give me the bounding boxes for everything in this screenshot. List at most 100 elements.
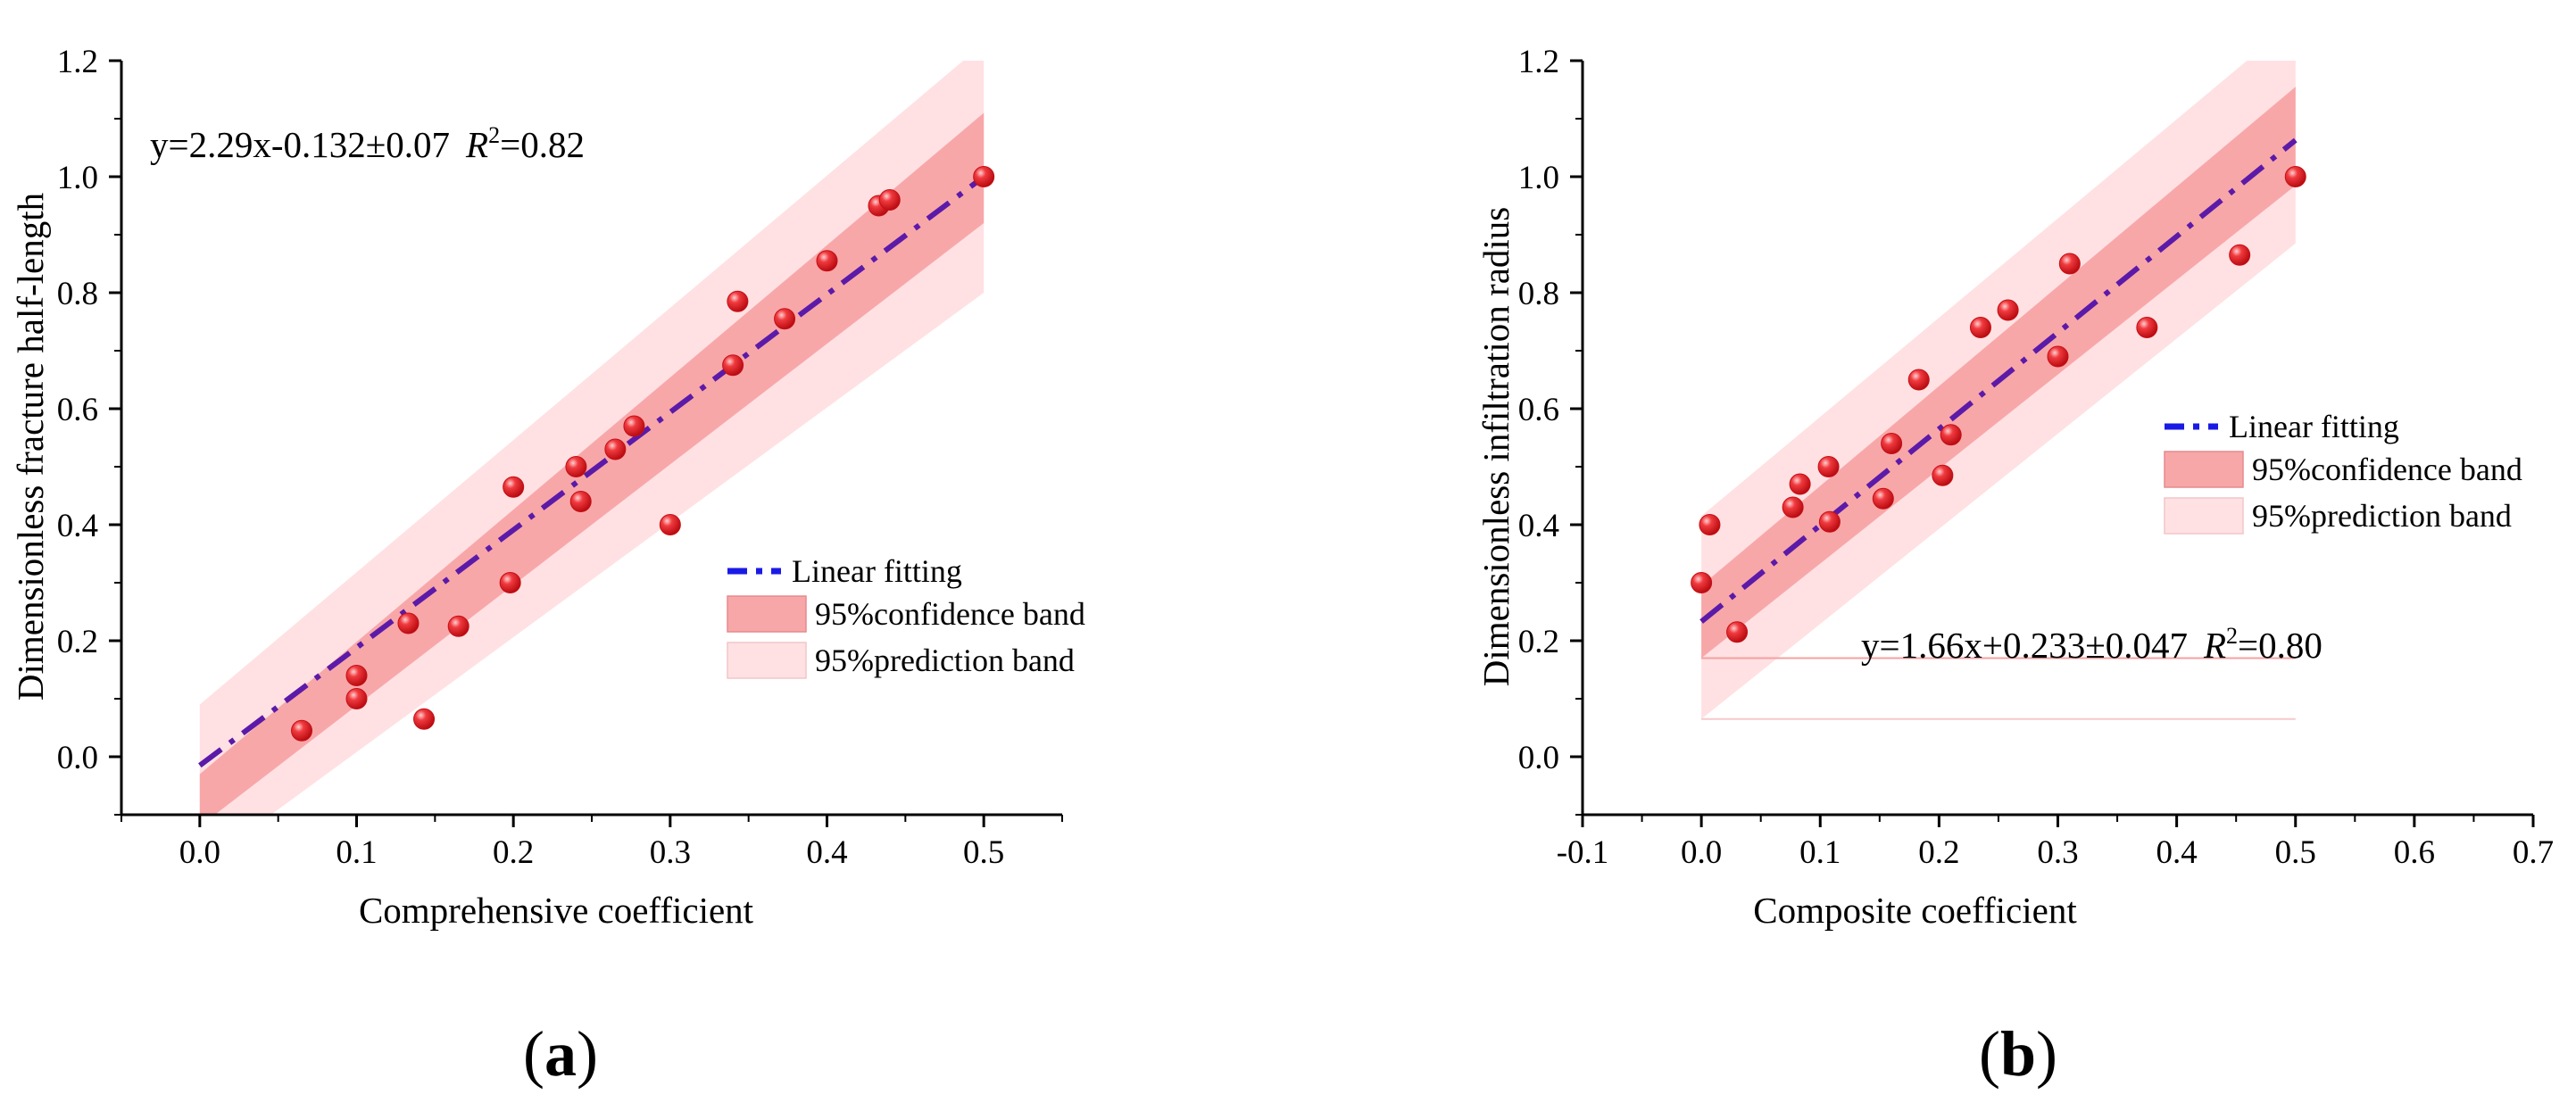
legend: Linear fitting 95%confidence band 95%predi… bbox=[2164, 409, 2522, 535]
fit-equation: y=2.29x-0.132±0.07 R2=0.82 bbox=[150, 122, 585, 165]
data-point bbox=[659, 514, 681, 535]
chart-panel-a: 0.0 0.1 0.2 0.3 0.4 0.5 0.0 0.2 0.4 0.6 0.8 1.0 1.2 C… bbox=[10, 44, 1085, 1090]
data-point bbox=[1817, 456, 1840, 477]
data-point bbox=[413, 708, 436, 730]
plot-area bbox=[198, 61, 985, 815]
panel-paren-close: ) bbox=[2036, 1018, 2057, 1090]
r-squared-power: 2 bbox=[488, 122, 500, 148]
confidence-band bbox=[199, 112, 985, 815]
x-tick-label: 0.2 bbox=[1918, 834, 1959, 871]
data-point bbox=[722, 354, 744, 377]
data-point bbox=[345, 688, 368, 709]
y-tick-label: 1.2 bbox=[1518, 44, 1559, 80]
y-tick-label: 0.0 bbox=[1518, 740, 1559, 776]
x-tick-label: 0.1 bbox=[336, 834, 377, 871]
data-point bbox=[816, 250, 838, 272]
plot-area bbox=[1699, 61, 2298, 720]
fit-line bbox=[1699, 137, 2298, 624]
x-tick-label: 0.1 bbox=[1799, 834, 1841, 871]
y-tick-label: 0.2 bbox=[57, 624, 98, 660]
data-point bbox=[1940, 424, 1962, 446]
panel-letter: a bbox=[544, 1018, 577, 1090]
data-point bbox=[565, 456, 587, 477]
y-tick-label: 0.0 bbox=[57, 740, 98, 776]
panel-paren-close: ) bbox=[577, 1018, 598, 1090]
legend-prediction-swatch bbox=[2164, 497, 2244, 535]
data-point bbox=[447, 615, 469, 637]
legend-confidence-swatch bbox=[2164, 451, 2244, 488]
panel-label: (a) bbox=[523, 1018, 598, 1090]
x-tick-label: 0.3 bbox=[2037, 834, 2078, 871]
x-tick-label: 0.3 bbox=[650, 834, 691, 871]
data-point bbox=[1789, 473, 1811, 495]
y-tick-label: 0.2 bbox=[1518, 624, 1559, 660]
y-tick-label: 1.0 bbox=[1518, 160, 1559, 196]
r-squared-value: =0.80 bbox=[2238, 625, 2323, 666]
data-point bbox=[623, 415, 645, 437]
panel-paren-open: ( bbox=[1979, 1018, 2000, 1090]
data-point bbox=[2229, 244, 2251, 266]
data-point bbox=[2284, 166, 2306, 187]
data-point bbox=[1699, 514, 1721, 535]
data-point bbox=[1881, 433, 1903, 454]
data-point bbox=[2058, 253, 2081, 275]
data-point bbox=[291, 719, 313, 742]
x-tick-label: 0.5 bbox=[2275, 834, 2316, 871]
x-tick-label: 0.6 bbox=[2394, 834, 2435, 871]
fit-equation: y=1.66x+0.233±0.047 R2=0.80 bbox=[1861, 623, 2323, 666]
data-point bbox=[2136, 317, 2158, 338]
confidence-band bbox=[1701, 87, 2296, 659]
data-point bbox=[774, 308, 796, 330]
x-axis-title: Composite coefficient bbox=[1753, 890, 2077, 931]
data-point bbox=[1969, 317, 1991, 338]
y-tick-label: 0.8 bbox=[57, 276, 98, 312]
x-tick-label: 0.4 bbox=[806, 834, 847, 871]
data-point bbox=[569, 491, 592, 512]
r-squared-power: 2 bbox=[2226, 623, 2238, 649]
data-point bbox=[1907, 369, 1930, 391]
fit-line bbox=[198, 174, 985, 768]
legend-label-prediction: 95%prediction band bbox=[2252, 498, 2512, 534]
data-point bbox=[1932, 464, 1954, 486]
panel-letter: b bbox=[2000, 1018, 2036, 1090]
y-tick-label: 1.0 bbox=[57, 160, 98, 196]
x-tick-label: 0.0 bbox=[1681, 834, 1722, 871]
data-point bbox=[345, 665, 368, 686]
data-point bbox=[503, 476, 525, 498]
r-squared-symbol: R bbox=[465, 124, 488, 165]
data-point bbox=[1726, 621, 1749, 643]
panel-label: (b) bbox=[1979, 1018, 2057, 1090]
data-point bbox=[1997, 299, 2019, 321]
panel-paren-open: ( bbox=[523, 1018, 544, 1090]
data-point bbox=[499, 572, 521, 593]
data-point bbox=[878, 189, 901, 211]
y-tick-label: 0.8 bbox=[1518, 276, 1559, 312]
y-tick-label: 0.4 bbox=[57, 508, 98, 544]
x-tick-label: 0.2 bbox=[493, 834, 534, 871]
legend-label-fit: Linear fitting bbox=[2229, 409, 2399, 444]
legend-confidence-swatch bbox=[727, 595, 807, 633]
data-point bbox=[1872, 487, 1894, 510]
r-squared-symbol: R bbox=[2203, 625, 2226, 666]
data-point bbox=[1691, 572, 1713, 593]
data-point bbox=[604, 438, 627, 460]
equation-formula: y=1.66x+0.233±0.047 bbox=[1861, 625, 2188, 666]
y-axis-title: Dimensionless infiltration radius bbox=[1475, 207, 1517, 686]
x-tick-label: -0.1 bbox=[1557, 834, 1609, 871]
legend: Linear fitting 95%confidence band 95%predi… bbox=[727, 553, 1085, 679]
y-tick-label: 0.4 bbox=[1518, 508, 1559, 544]
y-axis-title: Dimensionless fracture half-length bbox=[10, 193, 51, 701]
equation-formula: y=2.29x-0.132±0.07 bbox=[150, 124, 450, 165]
x-tick-label: 0.5 bbox=[963, 834, 1004, 871]
x-tick-label: 0.7 bbox=[2513, 834, 2554, 871]
y-tick-label: 0.6 bbox=[57, 392, 98, 428]
r-squared-value: =0.82 bbox=[500, 124, 585, 165]
data-point bbox=[397, 612, 420, 634]
y-tick-label: 0.6 bbox=[1518, 392, 1559, 428]
legend-label-prediction: 95%prediction band bbox=[815, 643, 1075, 678]
x-tick-label: 0.4 bbox=[2156, 834, 2198, 871]
data-point bbox=[973, 166, 995, 187]
legend-label-confidence: 95%confidence band bbox=[2252, 452, 2522, 487]
legend-label-confidence: 95%confidence band bbox=[815, 596, 1085, 632]
